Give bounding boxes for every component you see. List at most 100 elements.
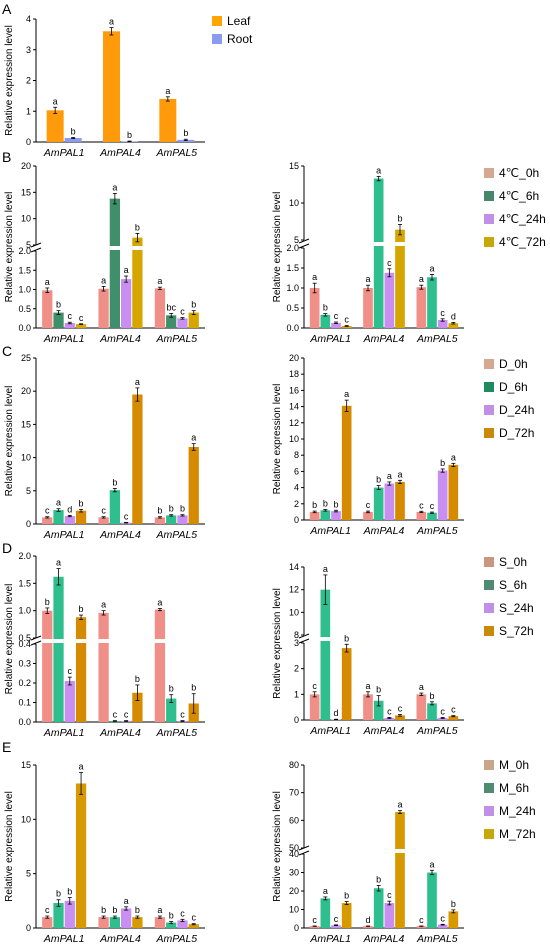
y-tick-label: 60: [289, 815, 299, 825]
x-tick-label: AmPAL5: [416, 933, 458, 945]
significance-letter: b: [67, 887, 72, 897]
x-tick-label: AmPAL5: [155, 529, 197, 541]
significance-letter: a: [323, 886, 328, 896]
bar: [427, 512, 437, 520]
y-tick-label: 70: [289, 788, 299, 798]
significance-letter: d: [67, 504, 72, 514]
axis-break-mark: [30, 247, 42, 253]
axis-break-mark: [298, 845, 310, 851]
y-tick-label: 2: [26, 76, 31, 86]
bar: [75, 783, 87, 928]
bar: [166, 922, 177, 928]
bar: [132, 237, 143, 328]
legend-swatch: [484, 603, 494, 613]
bar: [188, 312, 199, 328]
y-tick-label: 20: [21, 161, 31, 171]
y-tick-label: 50: [289, 843, 299, 853]
y-tick-label: 0.5: [18, 633, 31, 643]
x-tick-label: AmPAL1: [309, 933, 351, 945]
y-axis-label: Relative expression level: [4, 386, 15, 497]
y-tick-label: 2.0: [18, 246, 31, 256]
x-tick-label: AmPAL1: [43, 333, 85, 345]
bar-break-gap: [53, 639, 64, 643]
y-tick-label: 15: [21, 187, 31, 197]
significance-letter: c: [312, 915, 317, 925]
x-tick-label: AmPAL4: [363, 725, 405, 737]
bar: [166, 315, 177, 328]
axis-break-mark: [298, 238, 310, 244]
y-axis-label: Relative expression level: [4, 192, 15, 303]
bar: [53, 576, 64, 722]
legend-label: M_6h: [499, 781, 529, 795]
chart-a: 0 1 2 3 4 Relative expression level a b AmPAL1 a b…: [4, 14, 205, 159]
x-tick-label: AmPAL5: [416, 525, 458, 537]
bar-break-gap: [395, 849, 405, 853]
y-tick-label: 1.0: [18, 606, 31, 616]
y-tick-label: 10: [289, 607, 299, 617]
bar: [437, 924, 448, 928]
x-tick-label: AmPAL1: [43, 933, 85, 945]
bar: [331, 925, 341, 928]
significance-letter: d: [365, 915, 370, 925]
bar: [75, 510, 87, 524]
significance-letter: c: [430, 501, 435, 511]
significance-letter: c: [334, 311, 339, 321]
significance-letter: c: [180, 908, 185, 918]
legend-c: D_0h D_6h D_24h D_72h: [484, 357, 534, 440]
significance-letter: b: [127, 130, 132, 140]
significance-letter: b: [440, 458, 445, 468]
legend-b: 4℃_0h 4℃_6h 4℃_24h 4℃_72h: [484, 166, 546, 249]
legend-label: D_72h: [499, 426, 534, 440]
significance-letter: d: [333, 708, 338, 718]
bar-break-gap: [320, 637, 331, 641]
bar: [437, 470, 448, 520]
bar: [395, 229, 405, 328]
y-tick-label: 10: [21, 814, 31, 824]
bar: [154, 609, 166, 722]
bar: [363, 288, 373, 328]
y-tick-label: 2: [294, 664, 299, 674]
y-tick-label: 80: [289, 760, 299, 770]
bar: [373, 487, 384, 520]
significance-letter: b: [312, 500, 317, 510]
x-tick-label: AmPAL5: [155, 933, 197, 945]
y-tick-label: 3: [26, 45, 31, 55]
bar: [416, 694, 427, 720]
y-tick-label: 1: [26, 106, 31, 116]
significance-letter: a: [451, 452, 456, 462]
significance-letter: c: [387, 890, 392, 900]
bar: [121, 908, 132, 928]
bar: [341, 405, 352, 520]
bar: [64, 322, 75, 328]
significance-letter: b: [169, 684, 174, 694]
y-tick-label: 2: [294, 499, 299, 509]
significance-letter: b: [180, 504, 185, 514]
bar: [42, 917, 53, 928]
bar: [331, 511, 341, 520]
bar: [154, 517, 166, 524]
significance-letter: a: [124, 896, 129, 906]
bar-break-gap: [154, 639, 166, 643]
significance-letter: a: [56, 498, 61, 508]
significance-letter: a: [344, 389, 349, 399]
significance-letter: c: [398, 704, 403, 714]
y-axis-label: Relative expression level: [272, 384, 283, 495]
panel-letter: E: [2, 739, 11, 755]
x-tick-label: AmPAL4: [99, 333, 141, 345]
significance-letter: a: [365, 274, 370, 284]
y-tick-label: 0.0: [286, 323, 299, 333]
bar: [309, 288, 320, 328]
bar: [42, 517, 53, 524]
significance-letter: a: [157, 597, 162, 607]
significance-letter: a: [365, 681, 370, 691]
bar: [166, 698, 177, 722]
bar: [373, 888, 384, 928]
bar: [154, 288, 166, 328]
bar: [309, 511, 320, 520]
legend-label: 4℃_0h: [499, 166, 539, 180]
y-tick-label: 8: [294, 630, 299, 640]
bar: [320, 314, 331, 328]
legend-label: S_24h: [499, 601, 534, 615]
significance-letter: b: [56, 889, 61, 899]
legend-swatch: [484, 405, 494, 415]
